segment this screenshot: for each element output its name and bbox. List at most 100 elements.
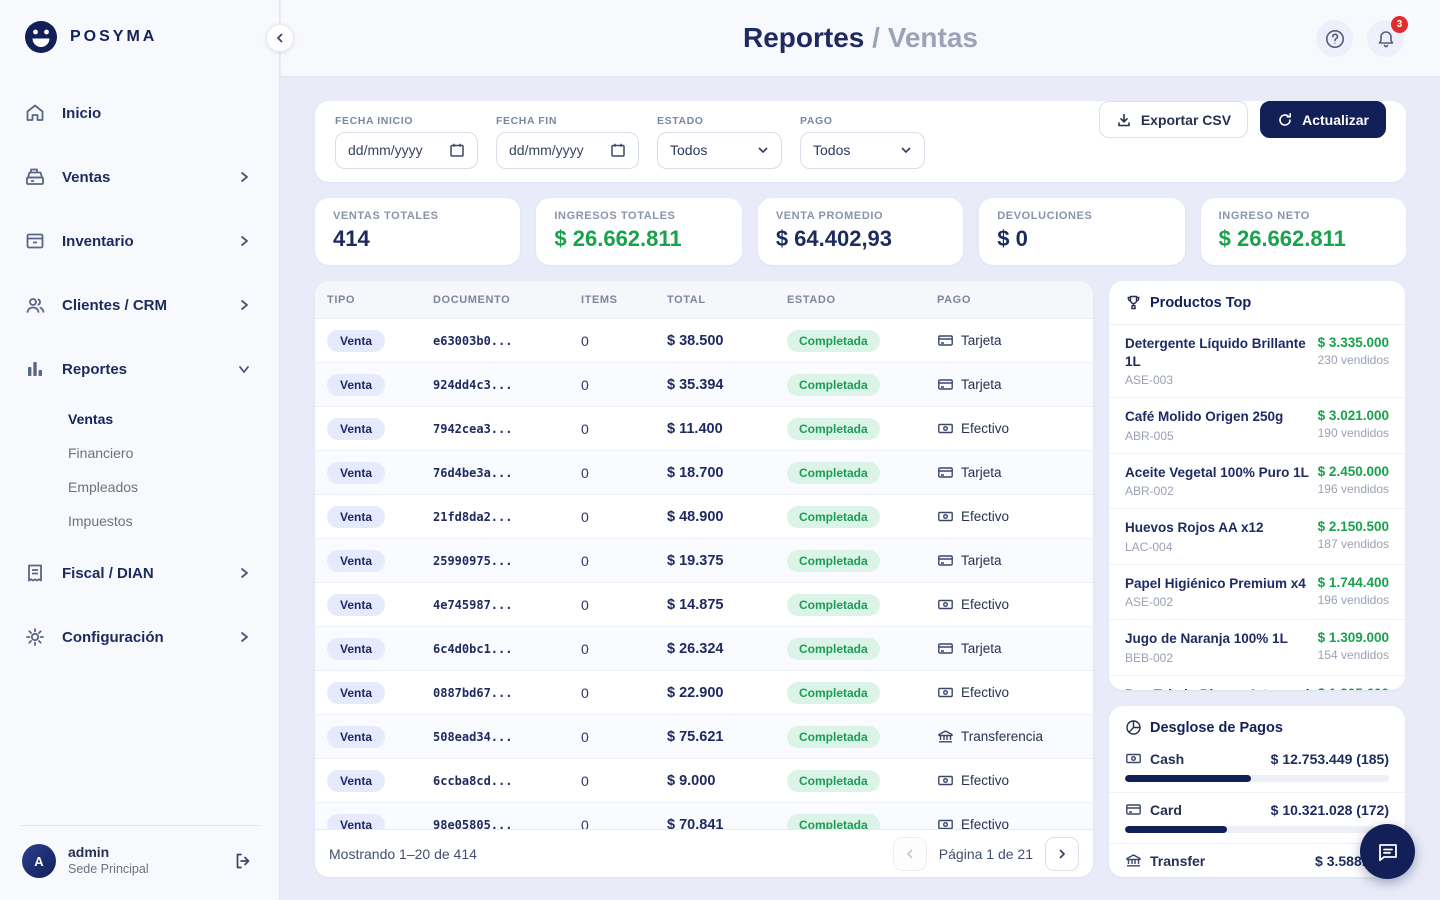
fecha-inicio-input[interactable]: dd/mm/yyyy bbox=[335, 132, 478, 169]
fecha-fin-input[interactable]: dd/mm/yyyy bbox=[496, 132, 639, 169]
notification-badge: 3 bbox=[1391, 16, 1408, 33]
sidebar-item-label: Fiscal / DIAN bbox=[62, 565, 221, 582]
page-indicator: Página 1 de 21 bbox=[939, 846, 1033, 862]
sidebar-item-reportes[interactable]: Reportes bbox=[12, 348, 263, 390]
sidebar-item-label: Inventario bbox=[62, 233, 221, 250]
product-item[interactable]: Papel Higiénico Premium x4 ASE-002 $ 1.7… bbox=[1109, 565, 1405, 621]
tipo-badge: Venta bbox=[327, 594, 385, 616]
table-row[interactable]: Venta 0887bd67... 0 $ 22.900 Completada … bbox=[315, 671, 1093, 715]
chevron-down-icon bbox=[900, 144, 912, 156]
sidebar-nav: Inicio Ventas Inventario Clientes / CRM … bbox=[0, 92, 279, 825]
select-value: Todos bbox=[670, 142, 707, 158]
prev-page-button[interactable] bbox=[893, 837, 927, 871]
pago-cell: Efectivo bbox=[937, 684, 1093, 701]
estado-badge: Completada bbox=[787, 462, 880, 484]
logout-button[interactable] bbox=[229, 847, 257, 875]
items-cell: 0 bbox=[581, 729, 667, 745]
payment-progress-fill bbox=[1125, 826, 1227, 833]
items-cell: 0 bbox=[581, 641, 667, 657]
sidebar-item-inicio[interactable]: Inicio bbox=[12, 92, 263, 134]
payment-method-label: Transfer bbox=[1125, 852, 1205, 869]
pago-label: Tarjeta bbox=[961, 377, 1002, 392]
table-row[interactable]: Venta 25990975... 0 $ 19.375 Completada … bbox=[315, 539, 1093, 583]
payment-breakdown-title: Desglose de Pagos bbox=[1109, 706, 1405, 742]
pagination-info: Mostrando 1–20 de 414 bbox=[329, 846, 893, 862]
payment-progress-track bbox=[1125, 826, 1389, 833]
export-csv-button[interactable]: Exportar CSV bbox=[1099, 101, 1248, 138]
documento-cell: 25990975... bbox=[433, 554, 581, 568]
estado-select[interactable]: Todos bbox=[657, 132, 782, 169]
product-sku: BEB-002 bbox=[1125, 651, 1310, 665]
items-cell: 0 bbox=[581, 465, 667, 481]
total-cell: $ 48.900 bbox=[667, 509, 787, 525]
pago-select[interactable]: Todos bbox=[800, 132, 925, 169]
chevron-down-icon bbox=[237, 362, 251, 376]
cash-icon bbox=[937, 596, 954, 613]
filter-fecha-inicio: FECHA INICIO dd/mm/yyyy bbox=[335, 115, 478, 169]
table-row[interactable]: Venta 6ccba8cd... 0 $ 9.000 Completada E… bbox=[315, 759, 1093, 803]
table-row[interactable]: Venta 924dd4c3... 0 $ 35.394 Completada … bbox=[315, 363, 1093, 407]
sidebar-item-ventas[interactable]: Ventas bbox=[12, 156, 263, 198]
sales-table: TIPO DOCUMENTO ITEMS TOTAL ESTADO PAGO V… bbox=[315, 281, 1093, 877]
sidebar-item-fiscal-dian[interactable]: Fiscal / DIAN bbox=[12, 552, 263, 594]
estado-badge: Completada bbox=[787, 550, 880, 572]
table-row[interactable]: Venta 21fd8da2... 0 $ 48.900 Completada … bbox=[315, 495, 1093, 539]
col-estado: ESTADO bbox=[787, 294, 937, 306]
help-button[interactable] bbox=[1316, 20, 1353, 57]
pago-label: Tarjeta bbox=[961, 333, 1002, 348]
product-item[interactable]: Jugo de Naranja 100% 1L BEB-002 $ 1.309.… bbox=[1109, 620, 1405, 676]
subnav-item[interactable]: Impuestos bbox=[0, 504, 279, 538]
table-row[interactable]: Venta e63003b0... 0 $ 38.500 Completada … bbox=[315, 319, 1093, 363]
notifications-button[interactable]: 3 bbox=[1367, 20, 1404, 57]
bank-icon bbox=[1125, 852, 1142, 869]
brand-logo: POSYMA bbox=[0, 0, 279, 64]
product-item[interactable]: Huevos Rojos AA x12 LAC-004 $ 2.150.500 … bbox=[1109, 509, 1405, 565]
subnav-item[interactable]: Empleados bbox=[0, 470, 279, 504]
product-amount: $ 3.335.000 bbox=[1318, 335, 1389, 350]
sidebar-item-inventario[interactable]: Inventario bbox=[12, 220, 263, 262]
table-row[interactable]: Venta 76d4be3a... 0 $ 18.700 Completada … bbox=[315, 451, 1093, 495]
sidebar-item-clientes-crm[interactable]: Clientes / CRM bbox=[12, 284, 263, 326]
total-cell: $ 18.700 bbox=[667, 465, 787, 481]
items-cell: 0 bbox=[581, 597, 667, 613]
table-row[interactable]: Venta 7942cea3... 0 $ 11.400 Completada … bbox=[315, 407, 1093, 451]
next-page-button[interactable] bbox=[1045, 837, 1079, 871]
product-item[interactable]: Café Molido Origen 250g ABR-005 $ 3.021.… bbox=[1109, 398, 1405, 454]
documento-cell: 508ead34... bbox=[433, 730, 581, 744]
items-cell: 0 bbox=[581, 773, 667, 789]
tipo-badge: Venta bbox=[327, 726, 385, 748]
pago-label: Efectivo bbox=[961, 597, 1009, 612]
tipo-badge: Venta bbox=[327, 638, 385, 660]
help-icon bbox=[1324, 28, 1346, 50]
product-name: Jugo de Naranja 100% 1L bbox=[1125, 630, 1310, 648]
sidebar-collapse-button[interactable] bbox=[266, 24, 294, 52]
refresh-button[interactable]: Actualizar bbox=[1260, 101, 1386, 138]
chevron-right-icon bbox=[237, 234, 251, 248]
user-panel: A admin Sede Principal bbox=[20, 825, 259, 900]
card-icon bbox=[937, 552, 954, 569]
table-row[interactable]: Venta 4e745987... 0 $ 14.875 Completada … bbox=[315, 583, 1093, 627]
filters-bar: FECHA INICIO dd/mm/yyyy FECHA FIN dd/mm/… bbox=[315, 101, 1406, 182]
estado-badge: Completada bbox=[787, 374, 880, 396]
total-cell: $ 11.400 bbox=[667, 421, 787, 437]
chevron-right-icon bbox=[237, 630, 251, 644]
chat-button[interactable] bbox=[1360, 824, 1415, 879]
product-item[interactable]: Aceite Vegetal 100% Puro 1L ABR-002 $ 2.… bbox=[1109, 454, 1405, 510]
product-sku: ABR-005 bbox=[1125, 429, 1310, 443]
subnav-item[interactable]: Financiero bbox=[0, 436, 279, 470]
product-item[interactable]: Pan Tajado Blanco Artesanal ABR-006 $ 1.… bbox=[1109, 676, 1405, 690]
sidebar-item-configuracion[interactable]: Configuración bbox=[12, 616, 263, 658]
col-tipo: TIPO bbox=[327, 294, 433, 306]
product-item[interactable]: Detergente Líquido Brillante 1L ASE-003 … bbox=[1109, 325, 1405, 398]
product-sold-count: 230 vendidos bbox=[1318, 353, 1389, 367]
kpi-card: DEVOLUCIONES $ 0 bbox=[979, 198, 1184, 265]
page-title: Reportes / Ventas bbox=[743, 22, 978, 54]
filter-estado: ESTADO Todos bbox=[657, 115, 782, 169]
table-row[interactable]: Venta 508ead34... 0 $ 75.621 Completada … bbox=[315, 715, 1093, 759]
pago-label: Efectivo bbox=[961, 421, 1009, 436]
pago-label: Tarjeta bbox=[961, 641, 1002, 656]
total-cell: $ 35.394 bbox=[667, 377, 787, 393]
subnav-item[interactable]: Ventas bbox=[0, 402, 279, 436]
chevron-right-icon bbox=[1056, 848, 1068, 860]
table-row[interactable]: Venta 6c4d0bc1... 0 $ 26.324 Completada … bbox=[315, 627, 1093, 671]
